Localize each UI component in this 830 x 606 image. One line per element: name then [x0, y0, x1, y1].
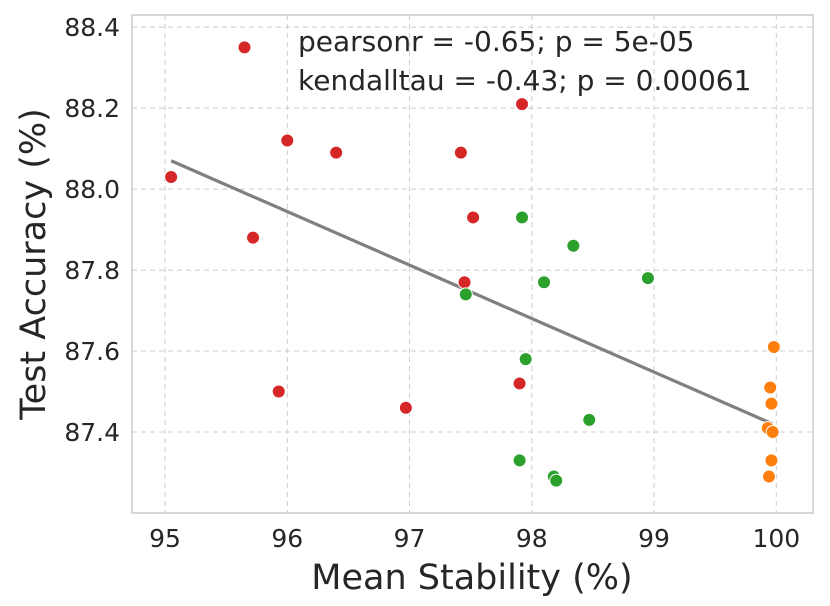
y-tick-label: 88.0	[64, 175, 120, 204]
y-tick-label: 87.6	[64, 337, 120, 366]
y-tick-label: 87.8	[64, 256, 120, 285]
data-point-green	[549, 473, 564, 488]
data-point-orange	[763, 380, 778, 395]
data-point-red	[515, 97, 530, 112]
x-tick-label: 96	[271, 524, 303, 553]
data-point-green	[458, 287, 473, 302]
y-axis-title: Test Accuracy (%)	[14, 108, 54, 421]
data-point-green	[515, 210, 530, 225]
data-point-red	[280, 133, 295, 148]
data-point-green	[512, 453, 527, 468]
data-point-green	[518, 352, 533, 367]
data-point-red	[453, 145, 468, 160]
y-tick-label: 88.2	[64, 94, 120, 123]
data-point-green	[566, 238, 581, 253]
data-point-red	[246, 230, 261, 245]
data-point-green	[537, 275, 552, 290]
x-tick-label: 98	[516, 524, 548, 553]
data-point-green	[582, 412, 597, 427]
data-point-orange	[765, 425, 780, 440]
data-point-red	[329, 145, 344, 160]
y-tick-label: 87.4	[64, 418, 120, 447]
data-point-red	[398, 400, 413, 415]
data-point-green	[640, 271, 655, 286]
pearson-annotation: pearsonr = -0.65; p = 5e-05	[298, 25, 695, 58]
data-point-orange	[764, 396, 779, 411]
data-point-orange	[766, 340, 781, 354]
x-tick-label: 97	[394, 524, 426, 553]
data-point-red	[164, 169, 179, 184]
x-tick-labels: 95 96 97 98 99 100	[149, 524, 800, 553]
data-point-red	[466, 210, 481, 225]
data-points	[164, 40, 781, 488]
data-point-red	[271, 384, 286, 399]
x-tick-label: 95	[149, 524, 181, 553]
data-point-orange	[761, 469, 776, 484]
y-tick-labels: 87.4 87.6 87.8 88.0 88.2 88.4	[64, 13, 120, 447]
kendall-annotation: kendalltau = -0.43; p = 0.00061	[298, 64, 751, 97]
y-tick-label: 88.4	[64, 13, 120, 42]
x-tick-label: 100	[752, 524, 800, 553]
data-point-red	[237, 40, 252, 55]
data-point-red	[457, 275, 472, 290]
grid	[132, 15, 813, 513]
x-axis-title: Mean Stability (%)	[311, 558, 632, 598]
data-point-red	[512, 376, 527, 391]
data-point-orange	[764, 453, 779, 468]
x-tick-label: 99	[638, 524, 670, 553]
plot-area-frame	[131, 14, 814, 514]
